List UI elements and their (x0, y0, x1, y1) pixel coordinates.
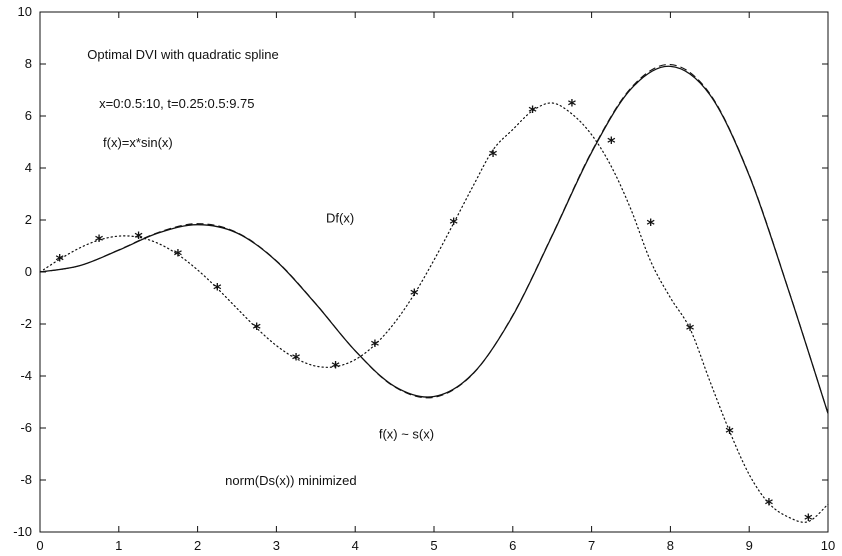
y-tick-label: -8 (20, 472, 32, 487)
y-tick-label: 4 (25, 160, 32, 175)
x-tick-label: 0 (36, 538, 43, 553)
y-tick-label: -6 (20, 420, 32, 435)
star-marker: * (331, 358, 340, 377)
x-tick-label: 9 (746, 538, 753, 553)
star-marker: * (489, 146, 498, 165)
series-layer: * * * * * * * * * * * * * * * * * * * * (39, 63, 829, 529)
series-line-dotted (39, 102, 829, 523)
star-marker: * (804, 510, 813, 529)
star-marker: * (410, 285, 419, 304)
star-marker: * (213, 279, 222, 298)
y-tick-label: 0 (25, 264, 32, 279)
y-tick-label: 6 (25, 108, 32, 123)
x-tick-label: 6 (509, 538, 516, 553)
annotation-text: f(x) ~ s(x) (379, 426, 434, 441)
y-tick-label: 10 (18, 4, 32, 19)
star-marker: * (686, 320, 695, 339)
star-marker: * (253, 319, 262, 338)
star-marker: * (725, 423, 734, 442)
star-marker: * (174, 246, 183, 265)
star-marker: * (292, 350, 301, 369)
star-marker: * (56, 250, 65, 269)
x-tick-label: 7 (588, 538, 595, 553)
y-tick-label: -10 (13, 524, 32, 539)
x-tick-label: 3 (273, 538, 280, 553)
x-tick-label: 4 (352, 538, 359, 553)
x-tick-label: 10 (821, 538, 835, 553)
axis-ticks: 0 1 2 3 4 5 6 7 8 9 10 -10 -8 -6 -4 -2 0 2 4 6 8 10 (13, 4, 835, 553)
annotation-text: Df(x) (326, 211, 354, 226)
x-tick-label: 1 (115, 538, 122, 553)
star-marker: * (371, 336, 380, 355)
star-marker: * (765, 494, 774, 513)
annotation-text: x=0:0.5:10, t=0.25:0.5:9.75 (99, 96, 254, 111)
star-marker: * (95, 231, 104, 250)
y-tick-label: 2 (25, 212, 32, 227)
star-marker: * (134, 228, 143, 247)
x-tick-label: 5 (430, 538, 437, 553)
star-marker: * (528, 102, 537, 121)
plot-area (39, 11, 829, 533)
y-tick-label: -2 (20, 316, 32, 331)
series-line-dashed (39, 63, 829, 414)
y-tick-label: 8 (25, 56, 32, 71)
annotation-text: norm(Ds(x)) minimized (225, 473, 356, 488)
annotation-text: f(x)=x*sin(x) (103, 135, 173, 150)
star-marker: * (450, 214, 459, 233)
star-marker: * (647, 215, 656, 234)
x-tick-label: 8 (667, 538, 674, 553)
y-tick-label: -4 (20, 368, 32, 383)
star-marker: * (568, 95, 577, 114)
annotation-text: Optimal DVI with quadratic spline (87, 47, 278, 62)
star-marker: * (607, 133, 616, 152)
x-tick-label: 2 (194, 538, 201, 553)
annotation-layer: Optimal DVI with quadratic spline x=0:0.5… (87, 47, 434, 488)
